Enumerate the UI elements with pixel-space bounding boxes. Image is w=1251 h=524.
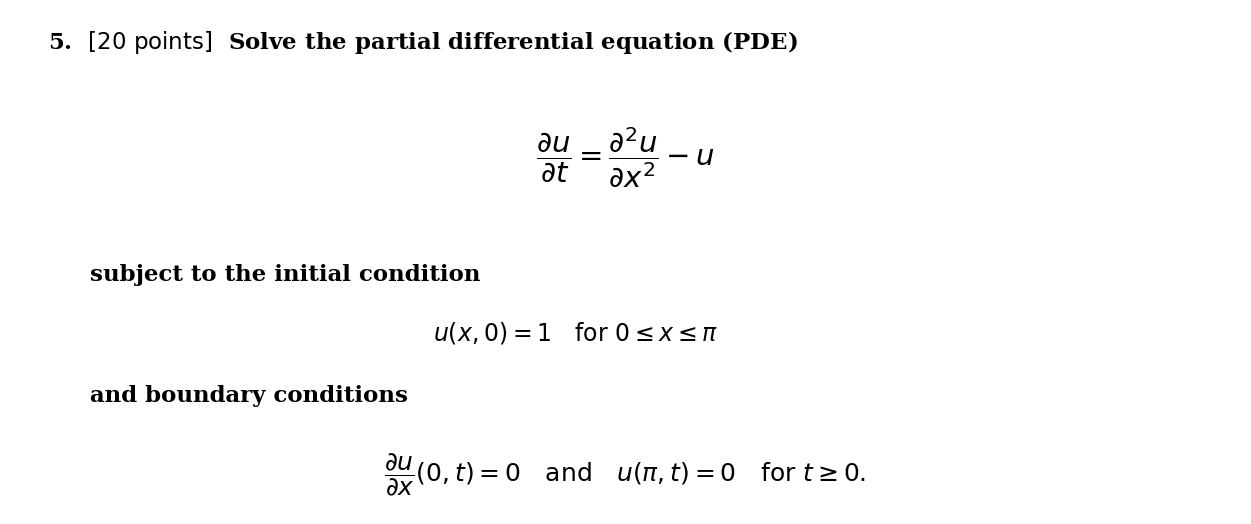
Text: $u(x,0) = 1 \quad \text{for } 0 \leq x \leq \pi$: $u(x,0) = 1 \quad \text{for } 0 \leq x \… [433,320,718,346]
Text: 5.  $[20 \text{ points}]$  Solve the partial differential equation (PDE): 5. $[20 \text{ points}]$ Solve the parti… [48,29,797,56]
Text: $\dfrac{\partial u}{\partial t} = \dfrac{\partial^2 u}{\partial x^2} - u$: $\dfrac{\partial u}{\partial t} = \dfrac… [535,125,716,190]
Text: subject to the initial condition: subject to the initial condition [90,264,480,286]
Text: $\dfrac{\partial u}{\partial x}(0,t) = 0 \quad \text{and} \quad u(\pi,t) = 0 \qu: $\dfrac{\partial u}{\partial x}(0,t) = 0… [384,451,867,498]
Text: and boundary conditions: and boundary conditions [90,385,408,407]
